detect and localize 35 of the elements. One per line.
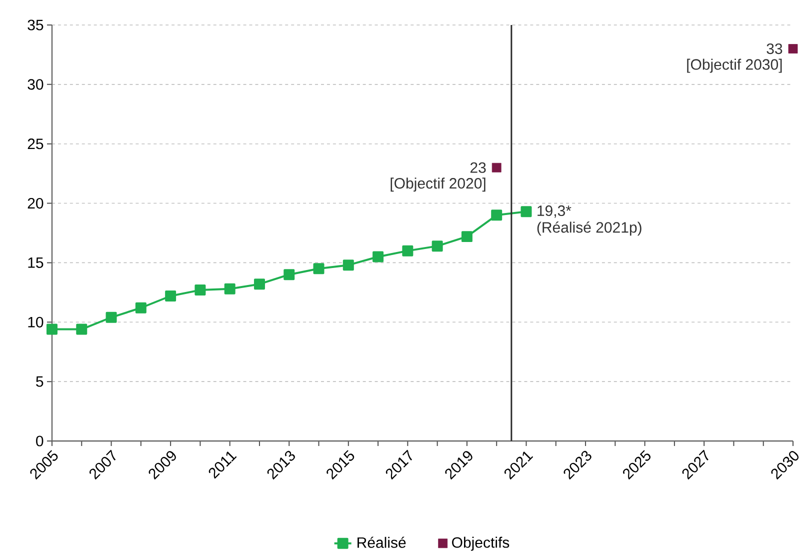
annotation: 33 xyxy=(766,43,782,54)
point xyxy=(492,162,502,172)
point xyxy=(194,284,206,296)
point xyxy=(135,302,146,314)
y-tick-label: 35 xyxy=(28,20,44,30)
y-tick-label: 30 xyxy=(28,79,44,90)
point xyxy=(461,231,472,242)
annotation: 23 xyxy=(470,162,486,173)
y-tick-label: 0 xyxy=(36,436,44,446)
annotation: 19,3* xyxy=(538,205,572,218)
point xyxy=(788,44,798,54)
point xyxy=(372,251,384,262)
point xyxy=(165,290,176,302)
legend-label: Objectifs xyxy=(452,536,510,551)
y-tick-label: 10 xyxy=(28,316,44,328)
y-tick-label: 15 xyxy=(28,257,44,268)
annotation: (Réalisé 2021p) xyxy=(537,222,642,236)
point xyxy=(402,245,414,256)
point xyxy=(76,324,88,335)
point xyxy=(46,324,58,335)
y-tick-label: 20 xyxy=(28,198,44,209)
point xyxy=(342,260,354,271)
annotation: [Objectif 2020] xyxy=(390,178,486,192)
point xyxy=(254,278,265,290)
point xyxy=(520,206,532,218)
point xyxy=(106,312,117,323)
y-tick-label: 5 xyxy=(36,376,44,387)
y-tick-label: 25 xyxy=(28,138,44,150)
point xyxy=(284,269,295,280)
legend-label: Réalisé xyxy=(358,536,406,548)
point xyxy=(313,263,324,274)
point xyxy=(432,240,443,252)
annotation: [Objectif 2030] xyxy=(687,58,782,73)
point xyxy=(224,283,236,294)
point xyxy=(491,210,502,221)
